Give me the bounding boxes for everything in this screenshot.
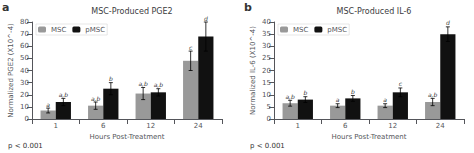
svg-text:a: a: [336, 96, 340, 103]
svg-text:a,b: a,b: [154, 81, 164, 88]
svg-text:a,b: a,b: [428, 91, 438, 98]
svg-text:5: 5: [267, 103, 271, 111]
svg-text:a,b: a,b: [91, 95, 101, 102]
svg-text:60: 60: [20, 42, 29, 50]
svg-text:d: d: [204, 15, 208, 22]
svg-text:c: c: [399, 80, 403, 87]
svg-text:a: a: [2, 1, 9, 14]
svg-text:a,b: a,b: [285, 93, 295, 100]
svg-text:40: 40: [262, 18, 271, 26]
svg-text:Hours Post-Treatment: Hours Post-Treatment: [90, 133, 165, 141]
svg-text:Hours Post-Treatment: Hours Post-Treatment: [332, 133, 407, 141]
svg-text:a,b: a,b: [59, 91, 69, 98]
svg-text:25: 25: [262, 54, 271, 62]
svg-text:10: 10: [262, 91, 271, 99]
svg-text:30: 30: [20, 79, 29, 87]
svg-text:MSC: MSC: [51, 26, 66, 34]
svg-text:pMSC: pMSC: [327, 26, 347, 34]
svg-text:15: 15: [262, 79, 271, 87]
svg-text:Normalized IL-6 (X10^-4): Normalized IL-6 (X10^-4): [249, 26, 257, 115]
svg-text:b: b: [303, 89, 307, 96]
svg-text:80: 80: [20, 18, 29, 26]
svg-text:b: b: [244, 1, 252, 14]
svg-text:70: 70: [20, 30, 29, 38]
svg-text:p < 0.001: p < 0.001: [250, 142, 285, 150]
svg-text:35: 35: [262, 30, 271, 38]
svg-text:0: 0: [25, 115, 29, 123]
svg-text:30: 30: [262, 42, 271, 50]
svg-text:MSC-Produced PGE2: MSC-Produced PGE2: [91, 7, 172, 16]
svg-text:pMSC: pMSC: [85, 26, 105, 34]
svg-text:1: 1: [296, 122, 300, 130]
svg-text:20: 20: [20, 91, 29, 99]
svg-text:p < 0.001: p < 0.001: [8, 142, 43, 150]
svg-text:c: c: [189, 44, 193, 51]
svg-text:a: a: [46, 101, 50, 108]
svg-text:1: 1: [54, 122, 58, 130]
svg-text:12: 12: [388, 122, 397, 130]
svg-text:b: b: [109, 75, 113, 82]
svg-text:MSC: MSC: [293, 26, 308, 34]
svg-text:6: 6: [343, 122, 348, 130]
svg-text:b: b: [351, 88, 355, 95]
svg-text:50: 50: [20, 54, 29, 62]
svg-text:12: 12: [146, 122, 155, 130]
svg-text:24: 24: [194, 122, 203, 130]
svg-text:40: 40: [20, 67, 29, 75]
svg-text:10: 10: [20, 103, 29, 111]
svg-text:a: a: [383, 96, 387, 103]
svg-text:d: d: [446, 19, 450, 26]
svg-text:MSC-Produced IL-6: MSC-Produced IL-6: [337, 7, 412, 16]
svg-text:0: 0: [267, 115, 271, 123]
svg-text:6: 6: [101, 122, 106, 130]
svg-text:a,b: a,b: [138, 80, 148, 87]
svg-text:Normalized PGE2 (X10^-4): Normalized PGE2 (X10^-4): [7, 23, 15, 118]
svg-text:24: 24: [436, 122, 445, 130]
svg-text:20: 20: [262, 67, 271, 75]
